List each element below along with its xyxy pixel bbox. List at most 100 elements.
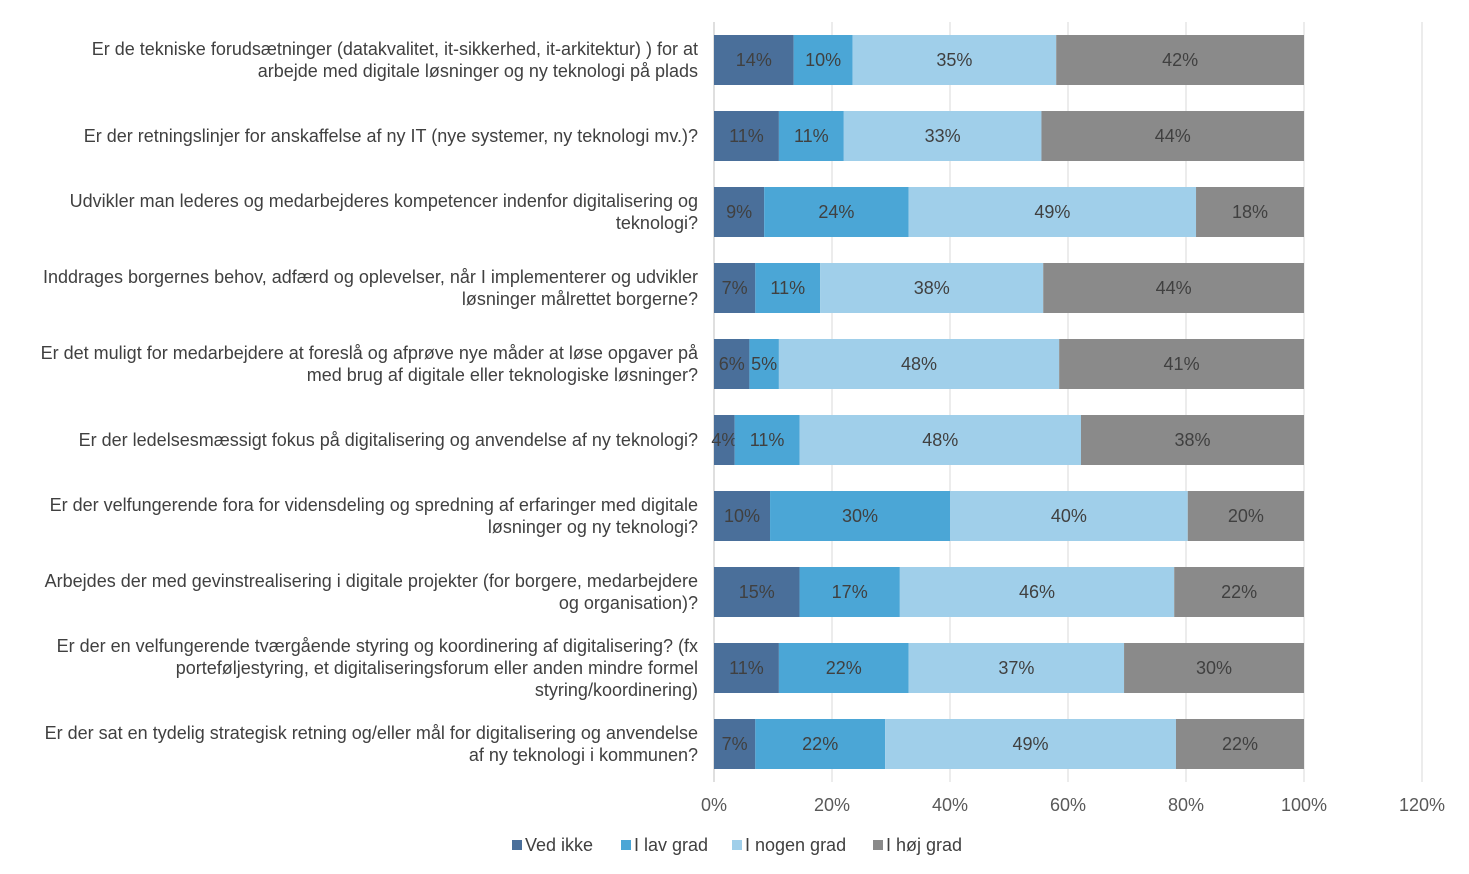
data-label: 22% bbox=[826, 658, 862, 678]
bar-segment bbox=[843, 111, 1042, 161]
legend-swatch bbox=[512, 840, 522, 850]
category-label: Er der sat en tydelig strategisk retning… bbox=[45, 723, 698, 743]
data-label: 48% bbox=[901, 354, 937, 374]
category-label: løsninger målrettet borgerne? bbox=[462, 289, 698, 309]
category-label: styring/koordinering) bbox=[535, 680, 698, 700]
bar-segment bbox=[714, 339, 750, 389]
data-label: 15% bbox=[739, 582, 775, 602]
data-label: 6% bbox=[719, 354, 745, 374]
category-label: Arbejdes der med gevinstrealisering i di… bbox=[45, 571, 698, 591]
data-label: 7% bbox=[722, 278, 748, 298]
bar-segment bbox=[799, 567, 900, 617]
x-tick-label: 40% bbox=[932, 795, 968, 815]
data-label: 42% bbox=[1162, 50, 1198, 70]
legend-label: I høj grad bbox=[886, 835, 962, 855]
category-label: af ny teknologi i kommunen? bbox=[469, 745, 698, 765]
category-label: arbejde med digitale løsninger og ny tek… bbox=[258, 61, 698, 81]
data-label: 7% bbox=[722, 734, 748, 754]
data-label: 35% bbox=[936, 50, 972, 70]
data-label: 4% bbox=[711, 430, 737, 450]
category-label: Er der ledelsesmæssigt fokus på digitali… bbox=[79, 430, 698, 450]
bar-segment bbox=[714, 415, 735, 465]
bar-segment bbox=[714, 567, 800, 617]
data-label: 14% bbox=[736, 50, 772, 70]
data-label: 22% bbox=[1222, 734, 1258, 754]
bars: 14% 10% 35% 42% 11% 11% 33% 44% 9% 24% 49% 18% 7% 11%… bbox=[711, 35, 1304, 769]
bar-segment bbox=[799, 415, 1081, 465]
bar-segment bbox=[1080, 415, 1304, 465]
bar-segment bbox=[1174, 567, 1304, 617]
legend: Ved ikke I lav grad I nogen grad I høj grad bbox=[512, 835, 962, 855]
x-tick-label: 100% bbox=[1281, 795, 1327, 815]
category-label: Inddrages borgernes behov, adfærd og opl… bbox=[43, 267, 698, 287]
data-label: 44% bbox=[1156, 278, 1192, 298]
data-label: 20% bbox=[1228, 506, 1264, 526]
category-label: teknologi? bbox=[616, 213, 698, 233]
x-tick-label: 20% bbox=[814, 795, 850, 815]
legend-swatch bbox=[621, 840, 631, 850]
bar-segment bbox=[1056, 35, 1304, 85]
bar-segment bbox=[778, 111, 844, 161]
bar-segment bbox=[1187, 491, 1304, 541]
bar-segment bbox=[714, 491, 771, 541]
category-label: løsninger og ny teknologi? bbox=[488, 517, 698, 537]
data-label: 11% bbox=[729, 658, 764, 678]
bar-segment bbox=[1043, 263, 1304, 313]
category-label: og organisation)? bbox=[559, 593, 698, 613]
x-tick-label: 0% bbox=[701, 795, 727, 815]
data-label: 48% bbox=[922, 430, 958, 450]
category-label: med brug af digitale eller teknologiske … bbox=[307, 365, 698, 385]
bar-segment bbox=[899, 567, 1175, 617]
data-label: 38% bbox=[914, 278, 950, 298]
bar-segment bbox=[793, 35, 853, 85]
data-label: 30% bbox=[1196, 658, 1232, 678]
bar-segment bbox=[714, 35, 794, 85]
x-tick-label: 80% bbox=[1168, 795, 1204, 815]
category-label: porteføljestyring, et digitaliseringsfor… bbox=[176, 658, 698, 678]
legend-label: I lav grad bbox=[634, 835, 708, 855]
data-label: 37% bbox=[998, 658, 1034, 678]
legend-swatch bbox=[732, 840, 742, 850]
category-label: Er de tekniske forudsætninger (datakvali… bbox=[92, 39, 698, 59]
data-label: 9% bbox=[726, 202, 752, 222]
bar-segment bbox=[778, 643, 909, 693]
category-label: Udvikler man lederes og medarbejderes ko… bbox=[70, 191, 698, 211]
x-axis-ticks: 0% 20% 40% 60% 80% 100% 120% bbox=[701, 795, 1445, 815]
legend-label: I nogen grad bbox=[745, 835, 846, 855]
data-label: 41% bbox=[1164, 354, 1200, 374]
bar-segment bbox=[1041, 111, 1304, 161]
bar-segment bbox=[749, 339, 779, 389]
x-tick-label: 60% bbox=[1050, 795, 1086, 815]
bar-segment bbox=[755, 263, 821, 313]
data-label: 38% bbox=[1174, 430, 1210, 450]
category-label: Er der en velfungerende tværgående styri… bbox=[57, 636, 698, 656]
bar-segment bbox=[885, 719, 1176, 769]
data-label: 17% bbox=[832, 582, 868, 602]
legend-swatch bbox=[873, 840, 883, 850]
category-label: Er der retningslinjer for anskaffelse af… bbox=[84, 126, 698, 146]
bar-segment bbox=[908, 643, 1125, 693]
bar-segment bbox=[770, 491, 950, 541]
data-label: 30% bbox=[842, 506, 878, 526]
legend-label: Ved ikke bbox=[525, 835, 593, 855]
data-label: 11% bbox=[750, 430, 785, 450]
data-label: 18% bbox=[1232, 202, 1268, 222]
data-label: 11% bbox=[770, 278, 805, 298]
data-label: 44% bbox=[1155, 126, 1191, 146]
data-label: 10% bbox=[805, 50, 841, 70]
data-label: 46% bbox=[1019, 582, 1055, 602]
bar-segment bbox=[714, 187, 765, 237]
data-label: 40% bbox=[1051, 506, 1087, 526]
bar-segment bbox=[1175, 719, 1304, 769]
data-label: 49% bbox=[1034, 202, 1070, 222]
bar-segment bbox=[714, 719, 756, 769]
bar-segment bbox=[908, 187, 1197, 237]
bar-segment bbox=[852, 35, 1057, 85]
bar-segment bbox=[1196, 187, 1304, 237]
data-label: 10% bbox=[724, 506, 760, 526]
bar-segment bbox=[714, 643, 779, 693]
bar-segment bbox=[764, 187, 909, 237]
data-label: 22% bbox=[1221, 582, 1257, 602]
category-label: Er der velfungerende fora for vidensdeli… bbox=[50, 495, 698, 515]
